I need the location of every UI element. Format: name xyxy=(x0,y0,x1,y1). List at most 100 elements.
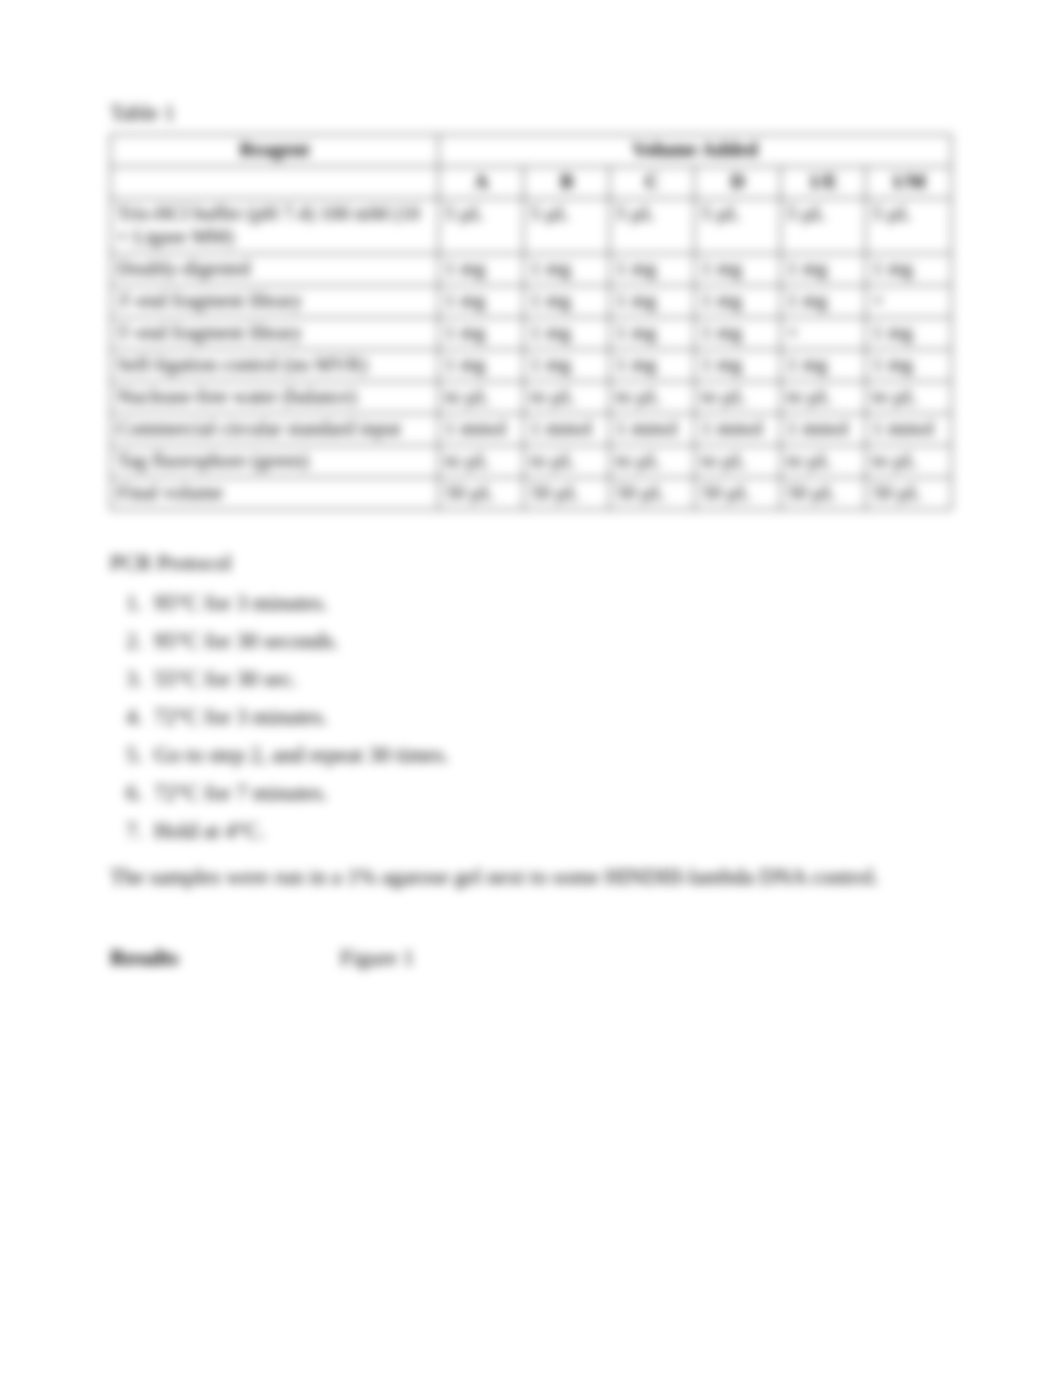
value-cell: 1 mg xyxy=(695,286,781,318)
gel-note: The samples were run in a 1% agarose gel… xyxy=(110,864,952,890)
value-cell: 1 mmol xyxy=(438,414,524,446)
value-cell: 1 mg xyxy=(780,350,866,382)
subheader-cell: A xyxy=(438,167,524,199)
value-cell: 1 mg xyxy=(695,254,781,286)
value-cell: to µL xyxy=(695,446,781,478)
table-caption: Table 1 xyxy=(110,100,952,126)
value-cell: 1 mg xyxy=(438,254,524,286)
table-row: 5′-end fragment library1 mg1 mg1 mg1 mg×… xyxy=(111,318,952,350)
value-cell: to µL xyxy=(866,446,952,478)
value-cell: 1 mg xyxy=(695,318,781,350)
value-cell: 1 mg xyxy=(524,286,610,318)
document-page: Table 1 Reagent Volume Added A B C D 1/E… xyxy=(0,0,1062,971)
value-cell: 1 mmol xyxy=(609,414,695,446)
value-cell: to µL xyxy=(609,446,695,478)
subheader-blank xyxy=(111,167,439,199)
table-row: Doubly-digested1 mg1 mg1 mg1 mg1 mg1 mg xyxy=(111,254,952,286)
value-cell: × xyxy=(866,286,952,318)
value-cell: to µL xyxy=(866,382,952,414)
value-cell: 1 mg xyxy=(609,254,695,286)
value-cell: 50 µL xyxy=(438,478,524,510)
value-cell: 5 µL xyxy=(524,199,610,254)
value-cell: 1 mg xyxy=(866,254,952,286)
reagent-cell: Final volume xyxy=(111,478,439,510)
value-cell: 50 µL xyxy=(866,478,952,510)
value-cell: 1 mg xyxy=(524,254,610,286)
reagent-cell: 3′-end fragment library xyxy=(111,286,439,318)
subheader-cell: C xyxy=(609,167,695,199)
value-cell: 1 mg xyxy=(438,350,524,382)
protocol-title: PCR Protocol xyxy=(110,550,952,576)
value-cell: 1 mmol xyxy=(866,414,952,446)
table-row: Nuclease-free water (balance)to µLto µLt… xyxy=(111,382,952,414)
value-cell: 1 mmol xyxy=(780,414,866,446)
value-cell: 1 mg xyxy=(438,318,524,350)
bottom-row: Results Figure 1 xyxy=(110,945,952,971)
value-cell: 50 µL xyxy=(524,478,610,510)
figure-label: Figure 1 xyxy=(340,945,414,971)
protocol-list: 95°C for 3 minutes. 95°C for 30 seconds.… xyxy=(148,590,952,844)
value-cell: 1 mg xyxy=(524,350,610,382)
reagent-cell: Tag fluorophore (green) xyxy=(111,446,439,478)
protocol-step: 72°C for 3 minutes. xyxy=(148,704,952,730)
value-cell: to µL xyxy=(695,382,781,414)
value-cell: 1 mg xyxy=(866,350,952,382)
value-cell: 1 mg xyxy=(609,286,695,318)
header-volume: Volume Added xyxy=(438,135,951,167)
value-cell: 1 mg xyxy=(524,318,610,350)
reagent-table: Reagent Volume Added A B C D 1/E 1/M Tri… xyxy=(110,134,952,510)
value-cell: to µL xyxy=(438,382,524,414)
value-cell: 1 mg xyxy=(866,318,952,350)
table-row: Commercial circular standard input1 mmol… xyxy=(111,414,952,446)
value-cell: to µL xyxy=(780,446,866,478)
value-cell: 50 µL xyxy=(609,478,695,510)
value-cell: 1 mg xyxy=(609,350,695,382)
protocol-step: Go to step 2, and repeat 30 times. xyxy=(148,742,952,768)
protocol-step: 72°C for 7 minutes. xyxy=(148,780,952,806)
value-cell: to µL xyxy=(780,382,866,414)
subheader-cell: B xyxy=(524,167,610,199)
value-cell: to µL xyxy=(524,446,610,478)
subheader-cell: D xyxy=(695,167,781,199)
value-cell: × xyxy=(780,318,866,350)
value-cell: 5 µL xyxy=(438,199,524,254)
value-cell: 1 mg xyxy=(609,318,695,350)
table-row: 3′-end fragment library1 mg1 mg1 mg1 mg1… xyxy=(111,286,952,318)
protocol-step: 95°C for 3 minutes. xyxy=(148,590,952,616)
value-cell: to µL xyxy=(524,382,610,414)
value-cell: to µL xyxy=(609,382,695,414)
subheader-cell: 1/M xyxy=(866,167,952,199)
value-cell: 50 µL xyxy=(780,478,866,510)
value-cell: 1 mg xyxy=(695,350,781,382)
value-cell: 5 µL xyxy=(780,199,866,254)
header-reagent: Reagent xyxy=(111,135,439,167)
table-subheader-row: A B C D 1/E 1/M xyxy=(111,167,952,199)
value-cell: 5 µL xyxy=(695,199,781,254)
value-cell: 1 mmol xyxy=(695,414,781,446)
table-body: Tris-HCl buffer (pH 7.4) 100 mM (10 × Li… xyxy=(111,199,952,510)
table-header-row: Reagent Volume Added xyxy=(111,135,952,167)
value-cell: 1 mg xyxy=(438,286,524,318)
protocol-step: Hold at 4°C. xyxy=(148,818,952,844)
reagent-cell: Nuclease-free water (balance) xyxy=(111,382,439,414)
value-cell: 5 µL xyxy=(609,199,695,254)
value-cell: 1 mg xyxy=(780,254,866,286)
protocol-step: 55°C for 30 sec. xyxy=(148,666,952,692)
reagent-cell: Tris-HCl buffer (pH 7.4) 100 mM (10 × Li… xyxy=(111,199,439,254)
table-row: Tris-HCl buffer (pH 7.4) 100 mM (10 × Li… xyxy=(111,199,952,254)
protocol-step: 95°C for 30 seconds. xyxy=(148,628,952,654)
results-label: Results xyxy=(110,945,340,971)
value-cell: to µL xyxy=(438,446,524,478)
value-cell: 1 mg xyxy=(780,286,866,318)
value-cell: 5 µL xyxy=(866,199,952,254)
reagent-cell: Commercial circular standard input xyxy=(111,414,439,446)
reagent-cell: Doubly-digested xyxy=(111,254,439,286)
table-row: Self-ligation control (no MVR)1 mg1 mg1 … xyxy=(111,350,952,382)
subheader-cell: 1/E xyxy=(780,167,866,199)
table-row: Tag fluorophore (green)to µLto µLto µLto… xyxy=(111,446,952,478)
reagent-cell: Self-ligation control (no MVR) xyxy=(111,350,439,382)
value-cell: 1 mmol xyxy=(524,414,610,446)
reagent-cell: 5′-end fragment library xyxy=(111,318,439,350)
table-row: Final volume50 µL50 µL50 µL50 µL50 µL50 … xyxy=(111,478,952,510)
value-cell: 50 µL xyxy=(695,478,781,510)
